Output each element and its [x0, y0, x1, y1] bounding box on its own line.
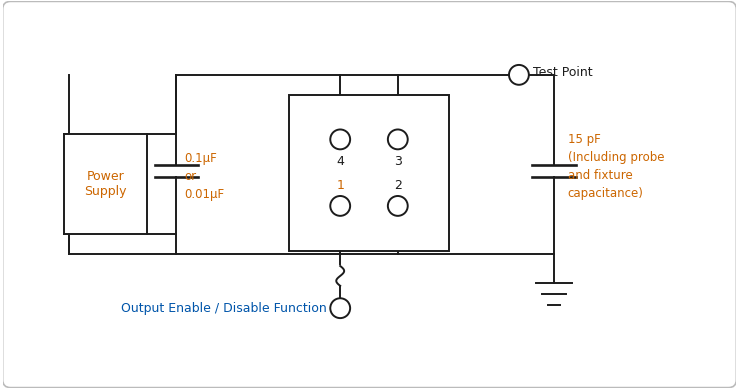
Circle shape [388, 130, 408, 149]
Circle shape [388, 196, 408, 216]
Text: 3: 3 [394, 155, 402, 168]
Text: 4: 4 [336, 155, 344, 168]
FancyBboxPatch shape [3, 2, 736, 387]
Circle shape [509, 65, 529, 85]
Bar [289, 95, 449, 251]
Text: 0.1μF
or
0.01μF: 0.1μF or 0.01μF [184, 152, 225, 201]
Circle shape [330, 298, 350, 318]
Circle shape [330, 130, 350, 149]
Text: 2: 2 [394, 179, 402, 192]
Text: 1: 1 [336, 179, 344, 192]
Text: Output Enable / Disable Function: Output Enable / Disable Function [120, 302, 327, 315]
Bar [64, 135, 146, 234]
Circle shape [330, 196, 350, 216]
Text: Power
Supply: Power Supply [84, 170, 126, 198]
Text: Test Point: Test Point [533, 67, 593, 79]
Text: 15 pF
(Including probe
and fixture
capacitance): 15 pF (Including probe and fixture capac… [568, 133, 664, 200]
